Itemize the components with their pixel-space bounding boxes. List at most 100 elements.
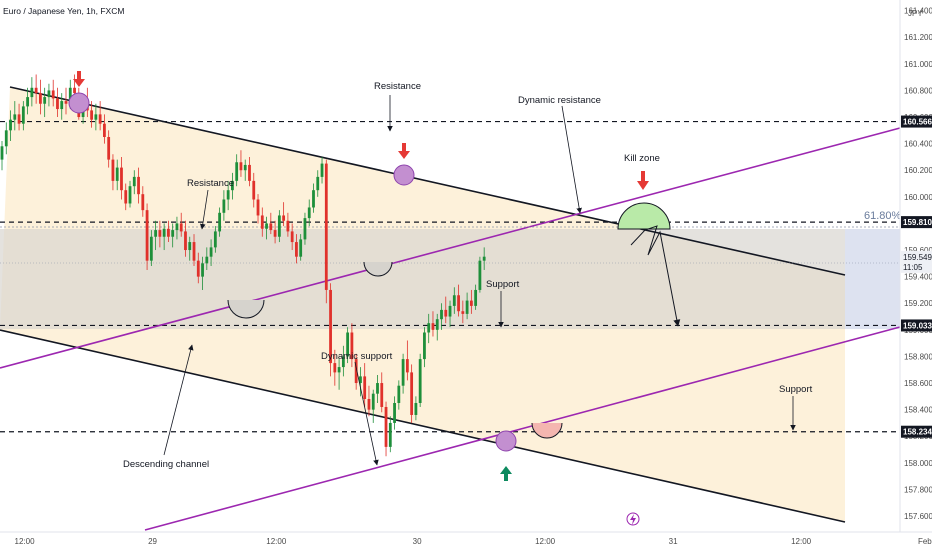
svg-text:159.033: 159.033 <box>903 321 932 330</box>
candle <box>350 323 354 368</box>
candle <box>196 252 200 284</box>
y-tick-label: 161.000 <box>904 60 932 69</box>
candle <box>103 114 106 144</box>
x-tick-label: Feb <box>918 537 932 546</box>
svg-text:159.549: 159.549 <box>903 253 932 262</box>
candle <box>56 87 59 118</box>
candles-layer <box>0 74 486 457</box>
candle <box>17 103 21 131</box>
candle <box>107 130 111 168</box>
y-tick-label: 159.200 <box>904 299 932 308</box>
price-badge: 160.566 <box>901 115 932 128</box>
x-tick-label: 12:00 <box>535 537 556 546</box>
candle <box>98 101 102 131</box>
symbol-title: Euro / Japanese Yen, 1h, FXCM <box>3 6 125 16</box>
pointer-resistance-left <box>199 189 209 230</box>
candle <box>60 93 64 120</box>
candle <box>64 87 68 115</box>
candle <box>145 203 149 270</box>
candle <box>277 210 281 243</box>
y-tick-label: 159.400 <box>904 273 932 282</box>
candle <box>265 216 268 240</box>
touch-circle-3 <box>495 430 517 452</box>
candle <box>269 212 273 235</box>
candle <box>30 77 34 107</box>
x-tick-label: 12:00 <box>791 537 812 546</box>
zone-layer <box>0 87 900 522</box>
candle <box>252 172 256 208</box>
candle <box>333 349 337 386</box>
dynamic-resistance-line <box>0 127 901 369</box>
annotation-layer: Resistance Dynamic resistance Kill zone … <box>123 81 902 470</box>
candle <box>213 226 217 253</box>
candle <box>90 101 94 128</box>
candle <box>312 183 315 213</box>
candle <box>188 236 192 261</box>
annotation-support-right: Support <box>779 384 813 395</box>
x-tick-label: 29 <box>148 537 157 546</box>
y-tick-label: 158.800 <box>904 352 932 361</box>
pointer-dynamic-support <box>354 361 379 466</box>
candle <box>235 154 239 187</box>
y-tick-label: 157.800 <box>904 485 932 494</box>
candle <box>469 289 473 314</box>
touch-circle-2 <box>393 164 415 186</box>
y-tick-label: 160.400 <box>904 140 932 149</box>
svg-text:159.810: 159.810 <box>903 218 932 227</box>
candle <box>418 353 422 407</box>
channel-upper-line <box>9 86 846 276</box>
candle <box>341 345 345 377</box>
lightning-icon[interactable] <box>626 512 640 526</box>
drawing-layer <box>68 71 796 526</box>
candle <box>154 220 158 251</box>
dynamic-support-line <box>144 326 901 531</box>
arc-support-3 <box>531 422 563 439</box>
kill-zone-arc <box>617 202 671 230</box>
y-tick-label: 160.200 <box>904 166 932 175</box>
candle <box>4 122 8 155</box>
candle <box>51 79 55 107</box>
annotation-dynamic-support: Dynamic support <box>321 351 393 362</box>
candle <box>201 256 204 290</box>
candle <box>435 313 439 341</box>
annotation-descending-channel: Descending channel <box>123 459 209 470</box>
range-box <box>0 229 845 329</box>
candle <box>388 416 392 453</box>
svg-text:158.234: 158.234 <box>903 428 932 437</box>
candle <box>427 313 431 344</box>
y-tick-label: 160.000 <box>904 193 932 202</box>
price-badge: 159.033 <box>901 319 932 332</box>
range-box-extension <box>845 229 900 329</box>
candle <box>380 372 384 413</box>
candle <box>482 247 486 270</box>
candle <box>371 389 375 423</box>
candle <box>457 284 460 317</box>
time-axis <box>0 531 932 550</box>
candle <box>39 79 42 115</box>
candle <box>192 234 196 266</box>
pointer-dynamic-resistance <box>561 105 582 214</box>
candle <box>128 180 132 208</box>
price-axis: JPY <box>899 0 932 550</box>
candle <box>260 207 264 237</box>
candle <box>474 284 478 310</box>
arrow-down-red-2 <box>398 143 410 159</box>
y-tick-label: 158.600 <box>904 379 932 388</box>
price-badge: 158.234 <box>901 425 932 438</box>
candle <box>158 220 162 248</box>
candle <box>21 101 25 131</box>
channel-lower-line <box>0 329 846 523</box>
candle <box>397 380 401 410</box>
y-tick-label: 161.200 <box>904 33 932 42</box>
candle <box>448 300 452 328</box>
candle <box>94 103 98 131</box>
candle <box>444 296 448 324</box>
candle <box>354 353 358 390</box>
svg-text:11:05: 11:05 <box>903 263 923 272</box>
candle <box>346 327 350 364</box>
candle <box>209 239 213 266</box>
candle <box>376 375 379 403</box>
candle <box>239 150 243 177</box>
x-tick-label: 12:00 <box>15 537 36 546</box>
